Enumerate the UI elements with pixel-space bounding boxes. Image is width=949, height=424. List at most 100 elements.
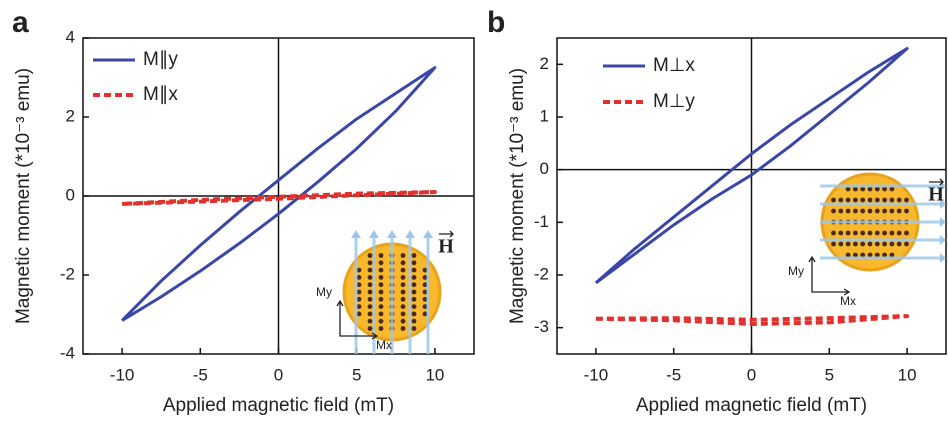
- axis-mx: Mx: [840, 294, 856, 308]
- particle: [838, 241, 844, 247]
- particle: [860, 197, 866, 203]
- particle: [367, 267, 373, 273]
- particle: [400, 275, 406, 280]
- particle: [889, 230, 895, 236]
- y-axis-label: Magnetic moment (*10⁻³ emu): [507, 68, 528, 324]
- particle: [367, 326, 373, 331]
- particle: [411, 267, 417, 273]
- particle: [860, 208, 866, 214]
- particle: [874, 241, 880, 247]
- x-tick-label: -10: [584, 365, 609, 384]
- x-tick-label: 5: [825, 365, 834, 384]
- particle: [896, 208, 902, 214]
- particle: [867, 230, 873, 236]
- particle: [853, 230, 858, 236]
- particle: [356, 296, 362, 302]
- particle: [867, 241, 873, 247]
- particle: [411, 253, 417, 258]
- particle: [400, 267, 406, 273]
- series-line: [594, 47, 909, 285]
- particle: [367, 289, 373, 295]
- y-tick-label: 2: [540, 54, 549, 73]
- particle: [378, 311, 384, 317]
- y-tick-label: 0: [66, 185, 75, 204]
- axis-my: My: [788, 264, 804, 278]
- particle: [400, 296, 406, 302]
- particle: [411, 275, 417, 280]
- particle: [411, 311, 417, 317]
- inset-axes: [808, 255, 851, 296]
- field-arrowhead: [387, 230, 397, 238]
- particle: [845, 208, 851, 214]
- particle: [904, 241, 909, 247]
- x-axis-label: Applied magnetic field (mT): [636, 395, 867, 416]
- particle: [411, 289, 417, 295]
- x-tick-label: 10: [898, 365, 917, 384]
- particle: [400, 260, 406, 266]
- particle: [378, 260, 384, 266]
- field-arrowhead: [369, 230, 379, 238]
- particle: [882, 241, 887, 247]
- y-tick-label: 4: [66, 27, 75, 46]
- particle: [867, 186, 873, 192]
- panel-label: b: [487, 6, 505, 39]
- particle: [367, 318, 373, 324]
- particle: [400, 304, 406, 309]
- particle: [874, 186, 880, 192]
- particle: [367, 282, 373, 288]
- particle: [411, 296, 417, 302]
- particle: [411, 304, 417, 309]
- particle: [853, 208, 858, 214]
- particle: [400, 289, 406, 295]
- particle: [867, 252, 873, 258]
- particle: [831, 197, 836, 203]
- particle: [889, 252, 895, 258]
- particle: [367, 296, 373, 302]
- field-arrowhead: [405, 230, 415, 238]
- particle: [400, 253, 406, 258]
- particle: [874, 252, 880, 258]
- particle: [838, 230, 844, 236]
- axis-mx: Mx: [376, 338, 392, 352]
- field-vector-arrow: [929, 178, 944, 186]
- particle: [845, 252, 851, 258]
- field-label: H: [438, 236, 454, 258]
- particle: [378, 289, 384, 295]
- particle: [853, 197, 858, 203]
- field-arrowhead: [940, 199, 946, 209]
- particle: [889, 186, 895, 192]
- series-line: [595, 314, 910, 326]
- particle: [356, 267, 362, 273]
- particle: [367, 253, 373, 258]
- field-arrowhead: [940, 235, 946, 245]
- particle: [356, 304, 362, 309]
- x-tick-label: -5: [193, 365, 208, 384]
- series-line: [121, 190, 437, 206]
- particle: [400, 326, 406, 331]
- particle: [889, 241, 895, 247]
- particle: [874, 230, 880, 236]
- particle: [367, 311, 373, 317]
- particle: [845, 197, 851, 203]
- field-vector-arrow: [439, 230, 454, 238]
- particle: [904, 197, 909, 203]
- particle: [356, 282, 362, 288]
- panel-label: a: [12, 6, 29, 39]
- particle: [867, 208, 873, 214]
- particle: [378, 267, 384, 273]
- x-tick-label: 0: [747, 365, 756, 384]
- y-tick-label: -3: [534, 317, 549, 336]
- particle: [838, 197, 844, 203]
- particle: [831, 230, 836, 236]
- inset-axes: [336, 299, 379, 340]
- particle: [831, 241, 836, 247]
- field-arrowhead: [940, 217, 946, 227]
- particle: [845, 230, 851, 236]
- particle: [867, 197, 873, 203]
- y-tick-label: -4: [60, 343, 75, 362]
- field-arrowhead: [423, 230, 433, 238]
- field-arrowhead: [940, 253, 946, 263]
- particle: [378, 253, 384, 258]
- particle: [845, 186, 851, 192]
